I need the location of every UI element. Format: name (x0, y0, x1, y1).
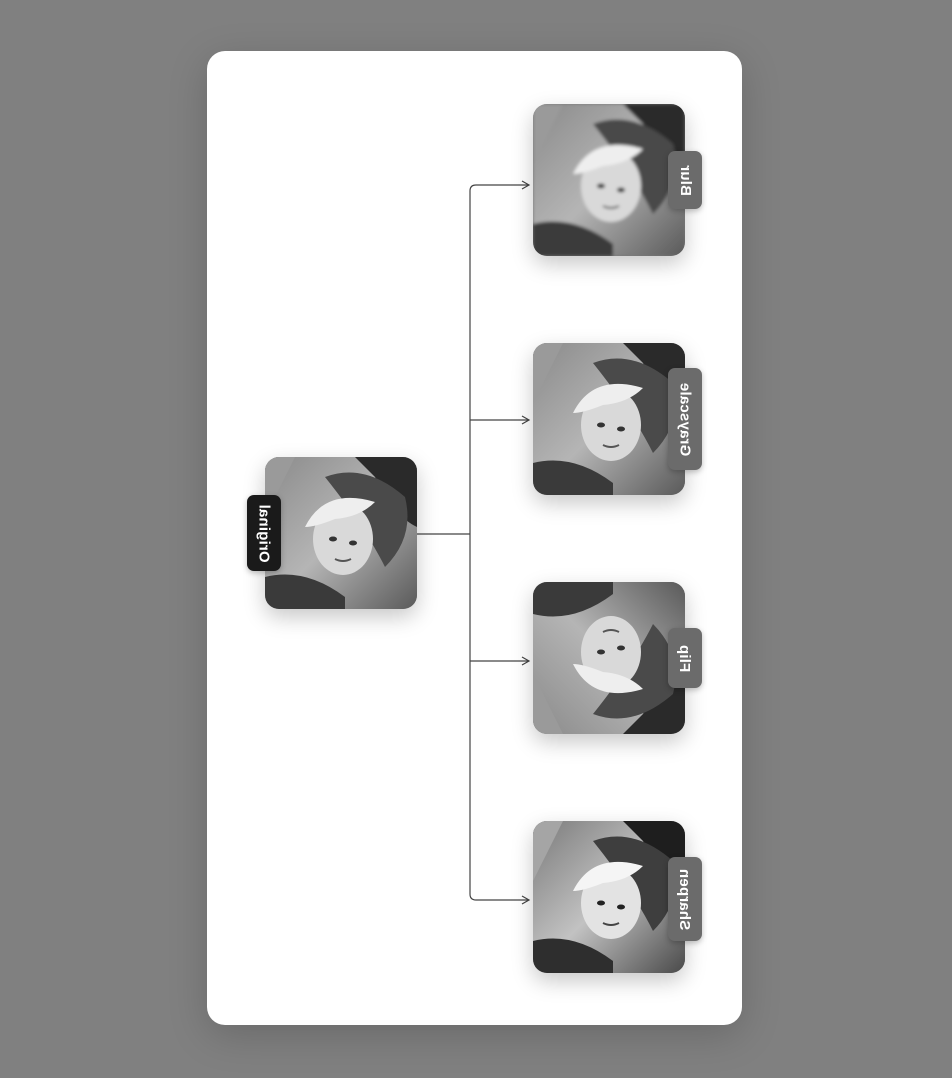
output-node-flip (533, 582, 685, 734)
portrait-photo-icon (265, 457, 417, 609)
node-label-flip: Flip (668, 628, 702, 688)
portrait-photo-flipped-icon (533, 582, 685, 734)
node-label-sharpen: Sharpen (668, 857, 702, 941)
node-label-text: Original (255, 503, 273, 563)
output-node-blur (533, 104, 685, 256)
portrait-photo-blurred-icon (533, 104, 685, 256)
node-label-text: Flip (676, 644, 694, 672)
node-label-blur: Blur (668, 151, 702, 209)
node-label-text: Grayscale (676, 382, 694, 456)
node-label-grayscale: Grayscale (668, 368, 702, 470)
node-label-original: Original (247, 495, 281, 571)
node-label-text: Blur (676, 164, 694, 196)
node-label-text: Sharpen (676, 868, 694, 930)
portrait-photo-sharpened-icon (533, 821, 685, 973)
source-node-original (265, 457, 417, 609)
portrait-photo-grayscale-icon (533, 343, 685, 495)
output-node-sharpen (533, 821, 685, 973)
output-node-grayscale (533, 343, 685, 495)
